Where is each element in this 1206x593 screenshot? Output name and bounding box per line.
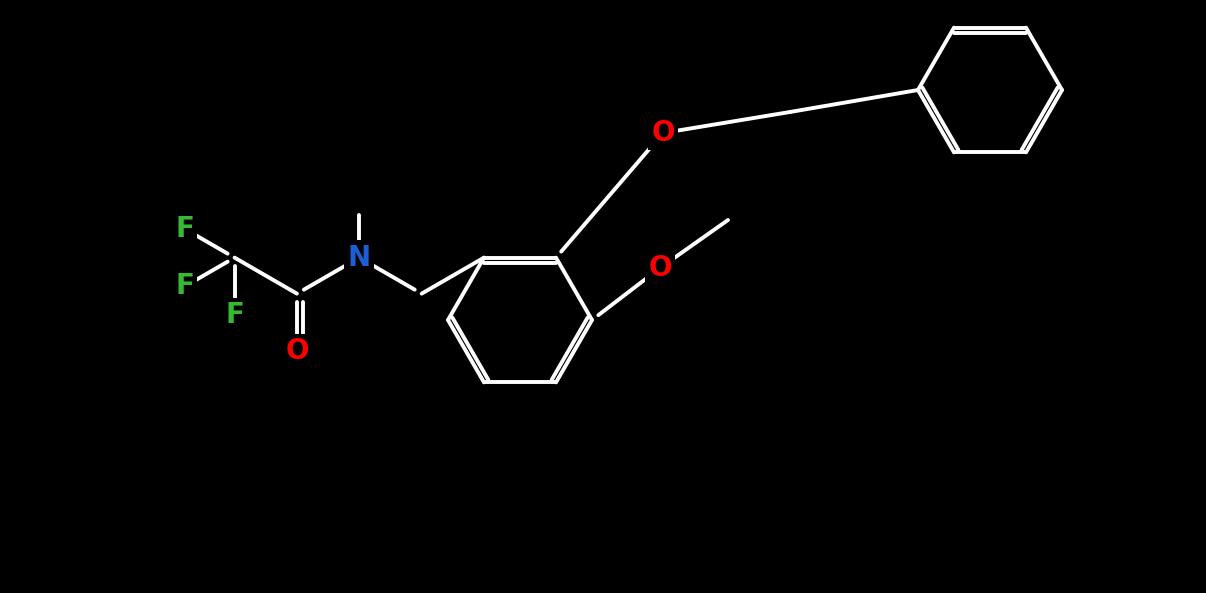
Text: F: F [175,215,194,243]
Text: O: O [649,254,672,282]
Text: O: O [651,119,674,147]
Text: F: F [226,301,244,329]
Text: F: F [175,272,194,301]
Text: O: O [285,337,309,365]
Text: N: N [347,244,371,272]
